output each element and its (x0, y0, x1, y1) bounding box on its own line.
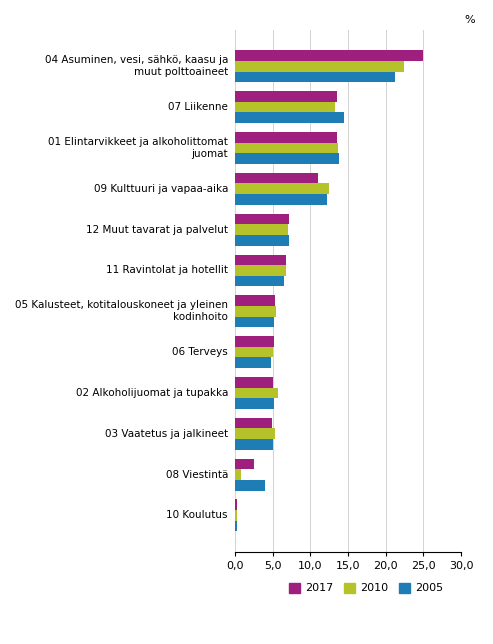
Bar (235, 377, 273, 388)
Bar (235, 439, 274, 450)
Bar (235, 428, 275, 439)
Bar (235, 317, 274, 327)
Bar (235, 398, 274, 409)
Bar (235, 357, 271, 368)
Bar (235, 102, 335, 113)
Bar (235, 459, 254, 469)
Bar (235, 521, 237, 531)
Bar (235, 224, 288, 235)
Bar (235, 61, 404, 71)
Bar (235, 388, 278, 398)
Bar (235, 184, 329, 194)
Legend: 2017, 2010, 2005: 2017, 2010, 2005 (285, 578, 447, 598)
Bar (235, 254, 286, 265)
Bar (235, 480, 265, 491)
Bar (235, 194, 327, 205)
Bar (235, 153, 339, 164)
Bar (235, 91, 337, 102)
Bar (235, 469, 241, 480)
Bar (235, 142, 338, 153)
Bar (235, 214, 289, 224)
Bar (235, 346, 273, 357)
Bar (235, 500, 237, 510)
Bar (235, 132, 337, 142)
Bar (235, 306, 277, 317)
Bar (235, 296, 275, 306)
Bar (235, 173, 318, 184)
Bar (235, 276, 284, 287)
Bar (235, 71, 395, 82)
Bar (235, 265, 286, 276)
Bar (235, 336, 274, 346)
Bar (235, 418, 272, 428)
Bar (235, 50, 423, 61)
Bar (235, 510, 237, 521)
Bar (235, 113, 344, 123)
Bar (235, 235, 289, 245)
Text: %: % (465, 15, 475, 24)
